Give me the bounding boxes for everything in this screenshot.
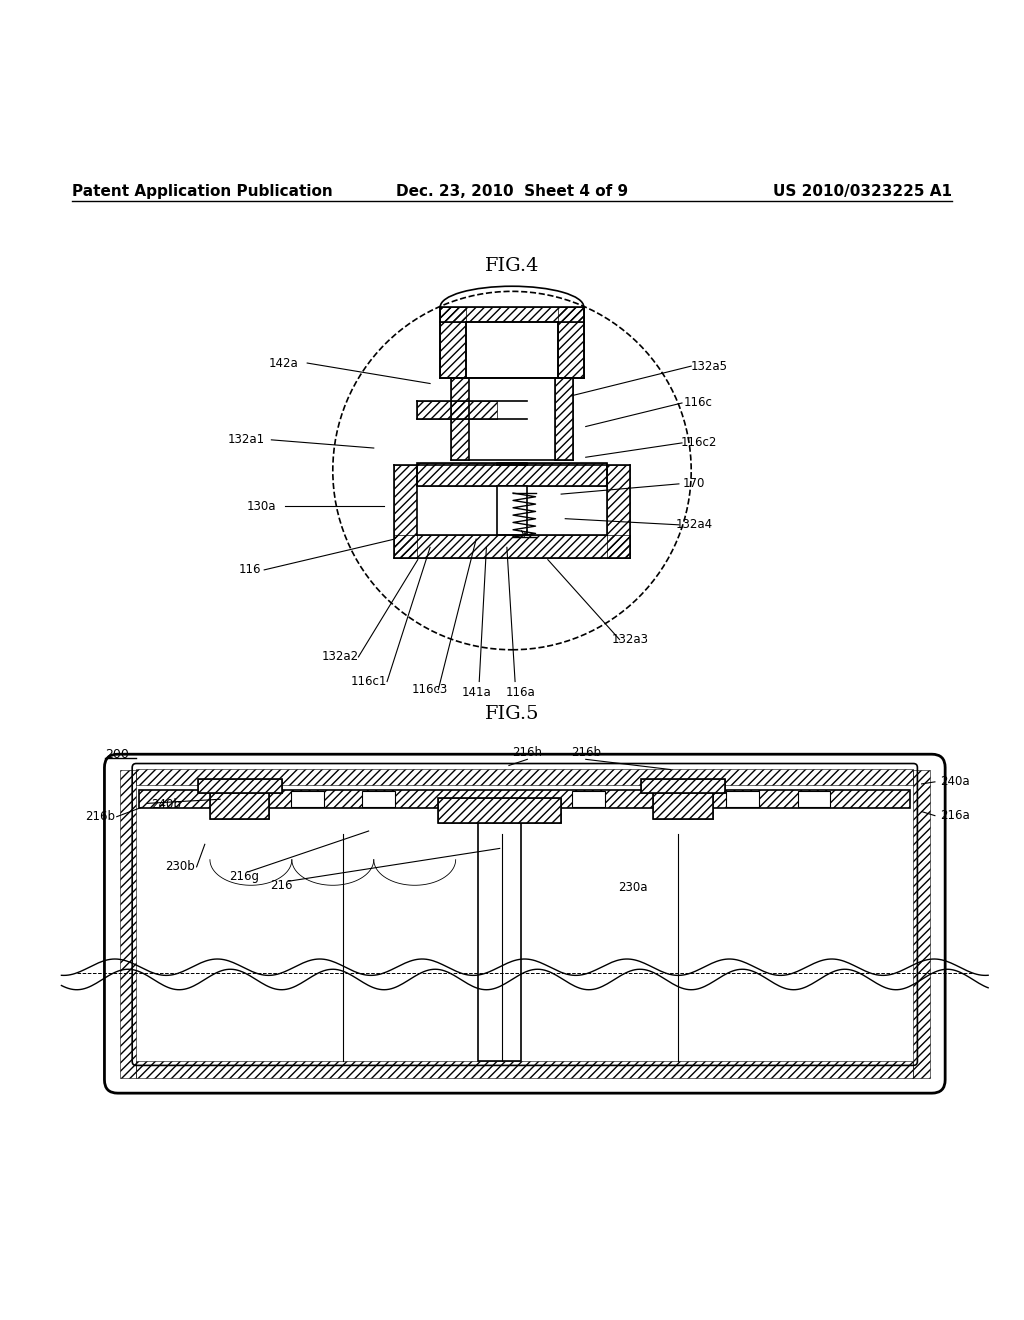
Text: 142a: 142a [268, 356, 299, 370]
Text: 116c1: 116c1 [350, 675, 387, 688]
Text: 240a: 240a [940, 775, 970, 788]
Text: 132a5: 132a5 [691, 359, 728, 372]
Text: 132a2: 132a2 [322, 651, 358, 664]
Bar [497, 486, 527, 535]
Bar [641, 779, 725, 793]
Bar [469, 379, 555, 461]
Text: FIG.4: FIG.4 [484, 257, 540, 275]
Bar [362, 791, 395, 808]
Text: 132a1: 132a1 [227, 433, 264, 446]
Bar [438, 799, 561, 822]
Bar [653, 791, 713, 818]
Text: 141a: 141a [461, 686, 492, 700]
Text: 116a: 116a [505, 686, 536, 700]
Bar [478, 808, 521, 1061]
Bar [210, 791, 269, 818]
Text: 116c2: 116c2 [680, 437, 717, 449]
Bar [136, 1061, 913, 1078]
Text: US 2010/0323225 A1: US 2010/0323225 A1 [773, 183, 952, 199]
Text: 130a: 130a [247, 500, 275, 513]
Bar [417, 466, 607, 535]
FancyBboxPatch shape [132, 763, 918, 1065]
Text: Patent Application Publication: Patent Application Publication [72, 183, 333, 199]
Bar [558, 306, 584, 379]
Bar [438, 799, 561, 822]
Bar [497, 463, 527, 466]
Text: 200: 200 [105, 747, 129, 760]
Text: Dec. 23, 2010  Sheet 4 of 9: Dec. 23, 2010 Sheet 4 of 9 [396, 183, 628, 199]
Bar [394, 466, 417, 557]
Bar [120, 770, 136, 1078]
Bar [440, 306, 584, 379]
Text: 216b: 216b [85, 810, 115, 824]
Bar [451, 379, 469, 461]
Text: FIG.5: FIG.5 [484, 705, 540, 723]
Bar [726, 791, 759, 808]
Bar [198, 779, 282, 793]
Bar [555, 379, 573, 461]
Text: 216b: 216b [570, 746, 601, 759]
Bar [417, 463, 607, 486]
Bar [607, 466, 630, 557]
Text: 216: 216 [270, 879, 293, 892]
Text: 230a: 230a [618, 882, 647, 894]
Bar [466, 322, 558, 379]
Bar [417, 401, 497, 420]
Bar [210, 791, 269, 818]
Bar [440, 306, 466, 379]
Bar [394, 535, 630, 557]
Bar [913, 770, 930, 1078]
Bar [653, 791, 713, 818]
Text: 240b: 240b [152, 797, 181, 810]
Bar [641, 779, 725, 793]
Text: 216h: 216h [512, 746, 543, 759]
Text: 116c: 116c [684, 396, 713, 409]
Text: 230b: 230b [165, 861, 195, 874]
Text: 216a: 216a [940, 809, 970, 822]
Text: 170: 170 [683, 478, 706, 490]
Text: 216g: 216g [228, 870, 259, 883]
Bar [139, 791, 910, 808]
Bar [798, 791, 830, 808]
Text: 132a4: 132a4 [676, 519, 713, 532]
Bar [572, 791, 605, 808]
Bar [136, 768, 913, 785]
Bar [440, 306, 584, 322]
Bar [291, 791, 324, 808]
Text: 116c3: 116c3 [412, 684, 449, 696]
Bar [417, 463, 607, 486]
Bar [198, 779, 282, 793]
FancyBboxPatch shape [104, 754, 945, 1093]
Text: 132a3: 132a3 [611, 634, 648, 645]
Text: 116: 116 [239, 564, 261, 577]
